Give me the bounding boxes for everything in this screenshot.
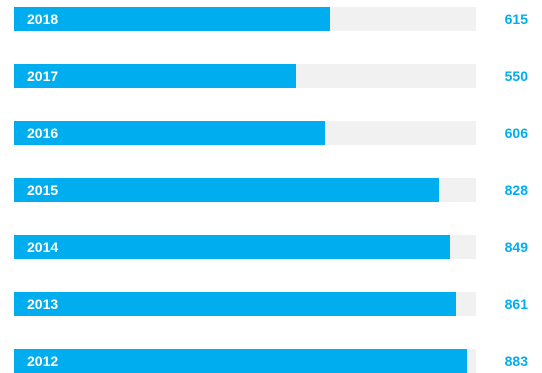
category-label-2012: 2012 <box>27 353 59 369</box>
bar-2018 <box>14 7 330 31</box>
category-label-2013: 2013 <box>27 296 59 312</box>
bar-row-2014: 2014 849 <box>14 235 542 259</box>
value-label-2016: 606 <box>504 125 528 141</box>
bar-2015 <box>14 178 439 202</box>
value-label-2012: 883 <box>504 353 528 369</box>
category-label-2017: 2017 <box>27 68 59 84</box>
category-label-2015: 2015 <box>27 182 59 198</box>
value-label-2013: 861 <box>504 296 528 312</box>
category-label-2014: 2014 <box>27 239 59 255</box>
bar-2016 <box>14 121 325 145</box>
value-label-2018: 615 <box>504 11 528 27</box>
value-label-2015: 828 <box>504 182 528 198</box>
value-label-2014: 849 <box>504 239 528 255</box>
bar-row-2012: 2012 883 <box>14 349 542 373</box>
bar-row-2017: 2017 550 <box>14 64 542 88</box>
value-label-2017: 550 <box>504 68 528 84</box>
bar-row-2013: 2013 861 <box>14 292 542 316</box>
bar-2017 <box>14 64 296 88</box>
bar-2012 <box>14 349 467 373</box>
bar-row-2018: 2018 615 <box>14 7 542 31</box>
bar-2013 <box>14 292 456 316</box>
category-label-2016: 2016 <box>27 125 59 141</box>
category-label-2018: 2018 <box>27 11 59 27</box>
bar-row-2016: 2016 606 <box>14 121 542 145</box>
bar-row-2015: 2015 828 <box>14 178 542 202</box>
bar-2014 <box>14 235 450 259</box>
